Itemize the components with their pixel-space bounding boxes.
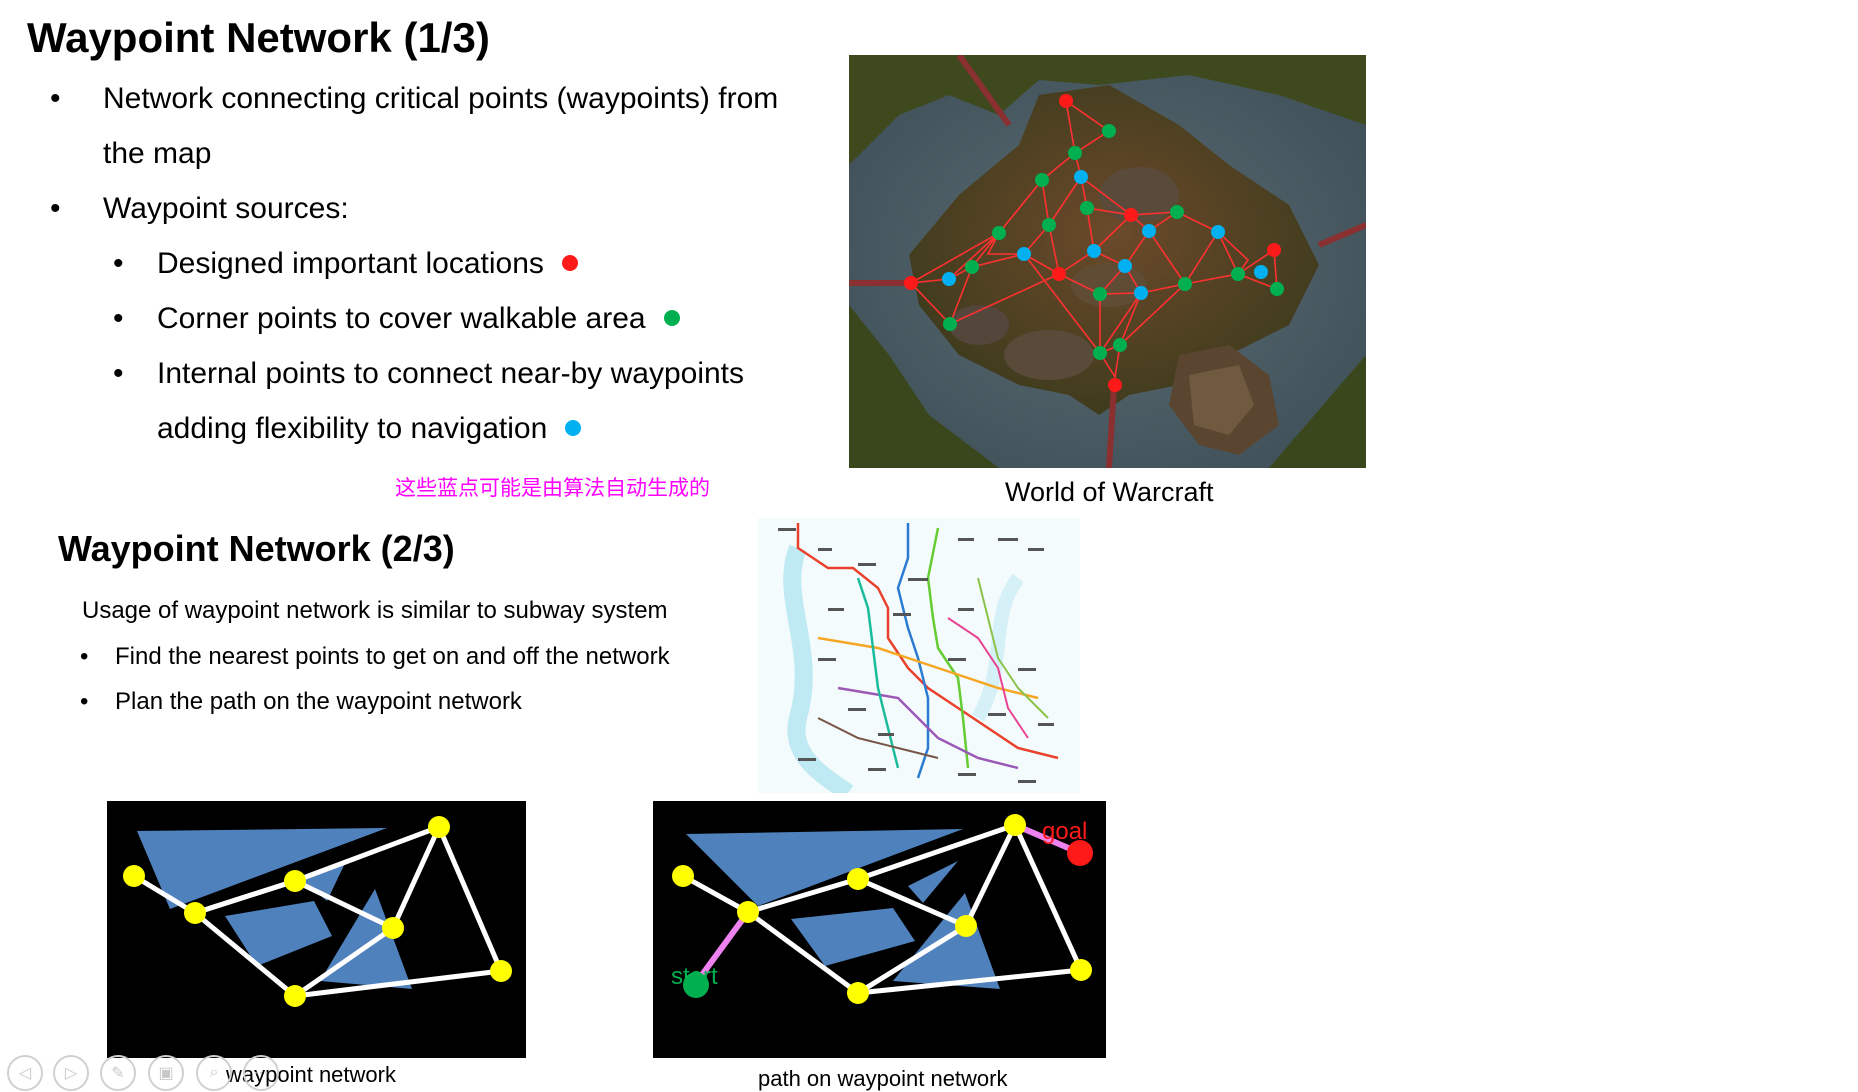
bullet-text: Waypoint sources:	[103, 192, 349, 225]
start-point	[683, 972, 709, 998]
section-intro: Usage of waypoint network is similar to …	[82, 597, 668, 624]
sub-bullet-marker: •	[113, 357, 124, 390]
bullet-text-continued: the map	[103, 137, 212, 170]
sub-bullet-important: Designed important locations	[157, 247, 578, 281]
next-icon[interactable]: ▷	[53, 1055, 89, 1091]
wow-image-caption: World of Warcraft	[1005, 477, 1214, 507]
bullet-marker: •	[80, 688, 89, 715]
blue-dot-icon	[565, 420, 582, 437]
bullet-text: Find the nearest points to get on and of…	[115, 643, 670, 670]
diagram-right-caption: path on waypoint network	[758, 1066, 1008, 1091]
bullet-text: Plan the path on the waypoint network	[115, 688, 522, 715]
path-diagram-svg	[672, 814, 1093, 1004]
annotation-note: 这些蓝点可能是由算法自动生成的	[395, 477, 710, 500]
bullet-text: Network connecting critical points (wayp…	[103, 82, 779, 115]
waypoint-network-diagram	[107, 801, 526, 1058]
previous-icon[interactable]: ◁	[7, 1055, 43, 1091]
sub-bullet-text-continued: adding flexibility to navigation	[157, 412, 548, 445]
zoom-icon[interactable]: ⌕	[196, 1055, 232, 1091]
subway-station-labels	[778, 528, 1054, 783]
obstacles	[686, 829, 1000, 989]
sub-bullet-text: Internal points to connect near-by waypo…	[157, 357, 745, 390]
pen-icon[interactable]: ✎	[100, 1055, 136, 1091]
subway-map-svg	[778, 523, 1059, 801]
sub-bullet-corner: Corner points to cover walkable area	[157, 302, 680, 336]
wow-map-image	[849, 53, 1368, 469]
sub-bullet-marker: •	[113, 302, 124, 335]
section-title: Waypoint Network (2/3)	[58, 528, 455, 569]
more-icon[interactable]: ⋯	[243, 1055, 279, 1091]
page-title: Waypoint Network (1/3)	[27, 14, 490, 61]
map-waypoints	[904, 94, 1284, 392]
green-dot-icon	[663, 310, 680, 327]
waypoint-network-svg	[123, 816, 512, 1007]
sub-bullet-marker: •	[113, 247, 124, 280]
path-diagram: start goal	[653, 801, 1106, 1058]
sub-bullet-internal: adding flexibility to navigation	[157, 412, 582, 446]
start-label: start	[671, 963, 718, 990]
bullet-marker: •	[80, 643, 89, 670]
network-edges	[681, 822, 1085, 996]
red-dot-icon	[561, 255, 578, 272]
slides-icon[interactable]: ▣	[148, 1055, 184, 1091]
sub-bullet-text: Corner points to cover walkable area	[157, 302, 646, 335]
network-waypoints	[672, 814, 1092, 1004]
sub-bullet-text: Designed important locations	[157, 247, 544, 280]
subway-map-image	[758, 518, 1080, 801]
goal-point	[1067, 840, 1093, 866]
bullet-marker: •	[50, 192, 61, 225]
wow-map-svg	[849, 53, 1368, 469]
goal-label: goal	[1042, 818, 1088, 845]
network-waypoints	[123, 816, 512, 1007]
bullet-marker: •	[50, 82, 61, 115]
